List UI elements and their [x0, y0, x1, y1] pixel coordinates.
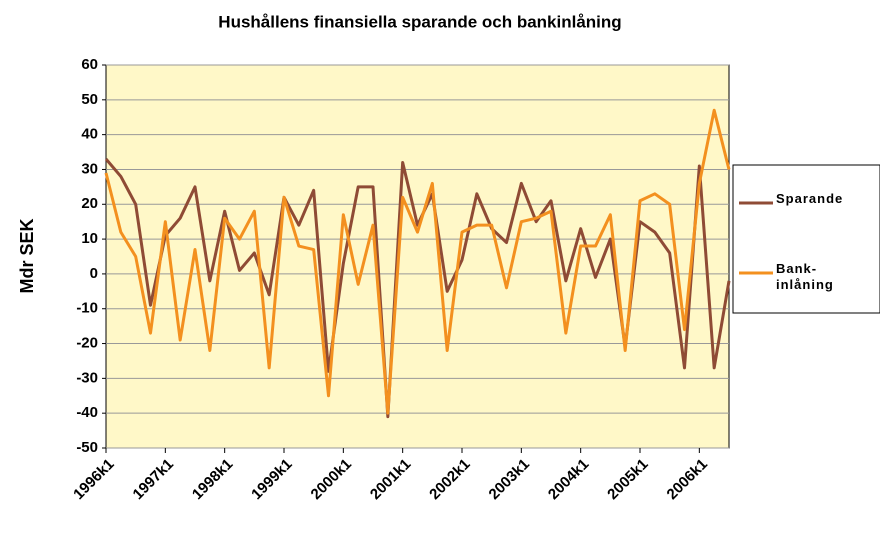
y-tick-label: 50 — [81, 91, 98, 108]
y-tick-label: -40 — [76, 404, 98, 421]
x-tick-label: 1997k1 — [130, 456, 177, 503]
x-tick-label: 2006k1 — [664, 456, 711, 503]
chart-title: Hushållens finansiella sparande och bank… — [218, 12, 621, 31]
plot-area — [105, 64, 730, 449]
legend — [732, 164, 880, 314]
x-tick-label: 2001k1 — [367, 456, 414, 503]
x-tick-label: 2002k1 — [426, 456, 473, 503]
legend-label-box: Bank-inlåning — [776, 261, 834, 292]
x-tick-label: 1998k1 — [189, 456, 236, 503]
x-tick-label: 2000k1 — [308, 456, 355, 503]
y-tick-label: -30 — [76, 369, 98, 386]
y-tick-label: 40 — [81, 126, 98, 143]
line-series — [104, 108, 731, 415]
legend-label-box: Sparande — [776, 191, 844, 206]
y-tick-label: -10 — [76, 300, 98, 317]
legend-label: Sparande — [776, 191, 844, 206]
y-axis-label: Mdr SEK — [17, 218, 37, 293]
x-tick-label: 2005k1 — [604, 456, 651, 503]
y-tick-label: 30 — [81, 160, 98, 177]
y-tick-label: 20 — [81, 195, 98, 212]
y-tick-label: 10 — [81, 230, 98, 247]
y-tick-label: 60 — [81, 56, 98, 73]
legend-label: Bank-inlåning — [776, 261, 834, 292]
x-tick-label: 1996k1 — [70, 456, 117, 503]
y-tick-label: -50 — [76, 439, 98, 456]
y-tick-label: 0 — [90, 265, 98, 282]
x-tick-label: 2003k1 — [486, 456, 533, 503]
x-tick-label: 2004k1 — [545, 456, 592, 503]
x-tick-label: 1999k1 — [248, 456, 295, 503]
y-tick-label: -20 — [76, 335, 98, 352]
